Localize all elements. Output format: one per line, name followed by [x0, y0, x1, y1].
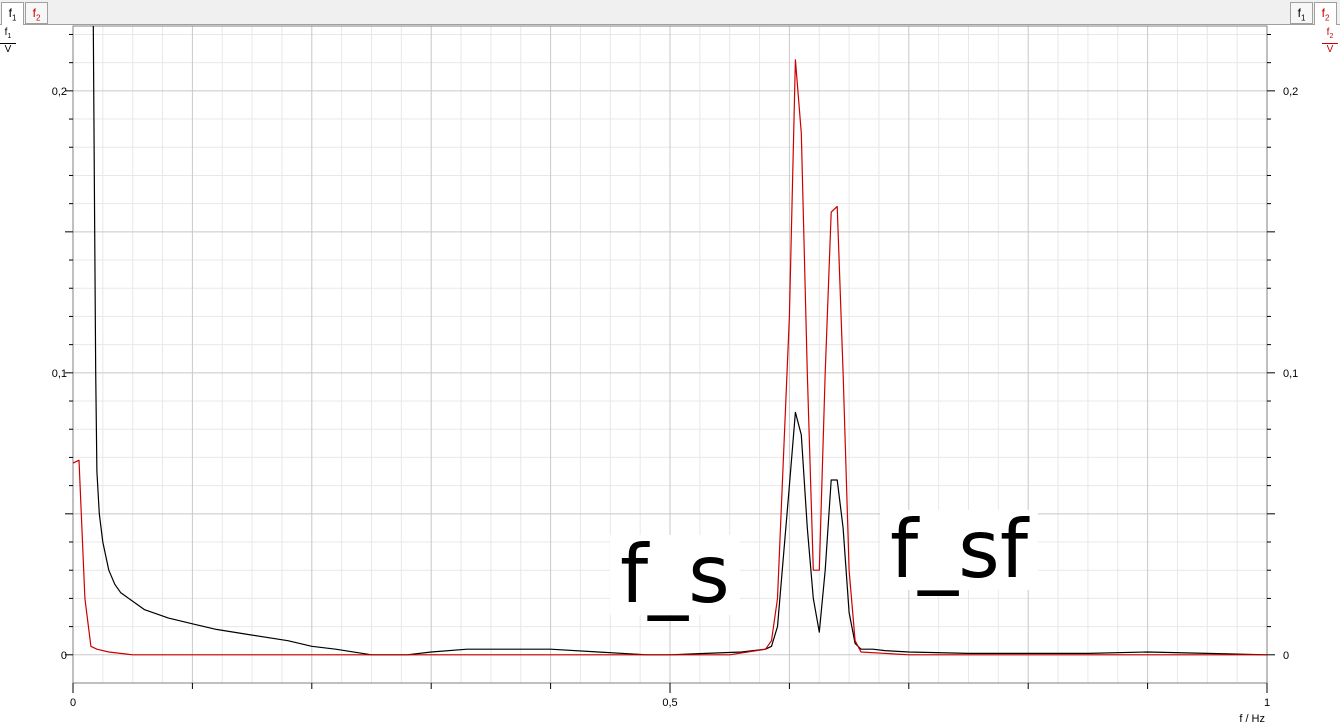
- y-tick-label-right: 0,2: [1283, 86, 1298, 98]
- left-axis-unit: f1 V: [0, 28, 16, 55]
- y-tick-label-left: 0,1: [52, 368, 67, 380]
- tab-f2-right[interactable]: f2: [1314, 2, 1337, 25]
- axes: 0 0,5 1 f / Hz 0 0 0,1 0,1 0,2 0,2: [52, 25, 1298, 725]
- series-line-f2: [72, 59, 1267, 656]
- tab-bar: f1 f2 f1 f2: [0, 0, 1340, 25]
- y-tick-label-left: 0,2: [52, 86, 67, 98]
- series-lines: [72, 25, 1268, 656]
- right-axis-unit: f2 V: [1322, 28, 1338, 55]
- tab-f1-right[interactable]: f1: [1290, 2, 1313, 24]
- x-tick-label: 1: [1264, 697, 1270, 709]
- tab-f2-left[interactable]: f2: [25, 2, 48, 24]
- y-tick-label-right: 0,1: [1283, 368, 1298, 380]
- tab-f1-left[interactable]: f1: [1, 2, 24, 25]
- grid: [73, 26, 1267, 683]
- y-tick-label-left: 0: [61, 650, 67, 662]
- x-axis-label: f / Hz: [1239, 713, 1265, 725]
- series-line-f1: [92, 25, 1268, 656]
- y-tick-label-right: 0: [1283, 650, 1289, 662]
- x-tick-label: 0,5: [662, 697, 677, 709]
- annotation-f-s: f_s: [610, 535, 740, 615]
- annotation-f-sf: f_sf: [880, 510, 1039, 590]
- x-tick-label: 0: [70, 697, 76, 709]
